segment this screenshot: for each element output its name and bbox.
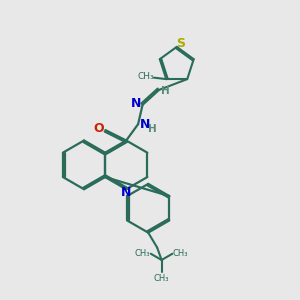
Text: H: H: [161, 86, 170, 96]
Text: N: N: [121, 186, 131, 199]
Text: H: H: [148, 124, 157, 134]
Text: CH₃: CH₃: [135, 249, 150, 258]
Text: CH₃: CH₃: [154, 274, 169, 283]
Text: CH₃: CH₃: [137, 72, 154, 81]
Text: N: N: [131, 97, 141, 110]
Text: O: O: [94, 122, 104, 135]
Text: CH₃: CH₃: [173, 249, 188, 258]
Text: S: S: [176, 38, 185, 50]
Text: N: N: [140, 118, 150, 130]
